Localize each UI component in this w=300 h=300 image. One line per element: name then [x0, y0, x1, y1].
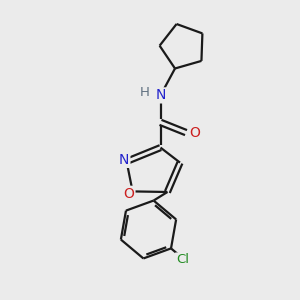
Text: H: H: [140, 86, 150, 100]
Text: O: O: [124, 187, 134, 201]
Text: N: N: [155, 88, 166, 102]
Text: Cl: Cl: [176, 254, 189, 266]
Text: O: O: [190, 126, 200, 140]
Text: N: N: [119, 153, 129, 167]
